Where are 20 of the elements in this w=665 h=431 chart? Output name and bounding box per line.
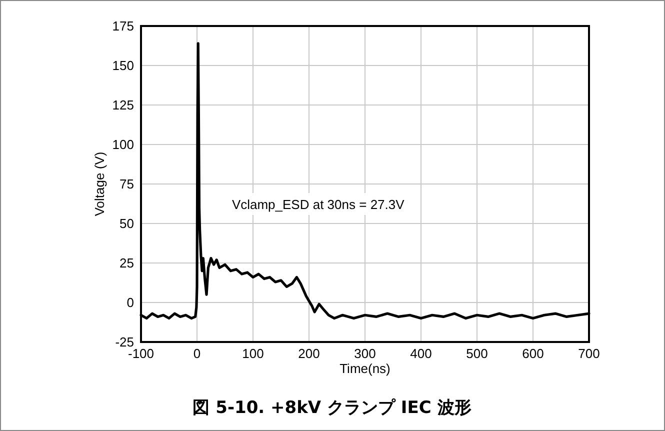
x-tick-label: 500 bbox=[466, 346, 488, 361]
y-axis-title: Voltage (V) bbox=[92, 152, 107, 216]
y-tick-label: 0 bbox=[126, 295, 134, 310]
x-tick-label: 400 bbox=[410, 346, 432, 361]
x-tick-label: 300 bbox=[354, 346, 376, 361]
y-tick-label: 125 bbox=[112, 98, 134, 112]
x-tick-label: 700 bbox=[578, 346, 600, 361]
y-tick-label: 50 bbox=[120, 216, 134, 231]
text: 図 5-10. +8kV クランプ IEC 波形 bbox=[192, 398, 472, 418]
y-tick-label: 100 bbox=[112, 137, 134, 152]
y-tick-label: 150 bbox=[112, 58, 134, 73]
annotation: Vclamp_ESD at 30ns = 27.3V bbox=[232, 197, 405, 212]
x-tick-label: 0 bbox=[193, 346, 201, 361]
x-tick-label: 200 bbox=[298, 346, 320, 361]
x-axis-title: Time(ns) bbox=[340, 361, 390, 376]
y-tick-label: 175 bbox=[112, 18, 134, 34]
x-tick-label: 100 bbox=[242, 346, 264, 361]
y-tick-label: 25 bbox=[120, 256, 134, 270]
x-tick-label: 600 bbox=[522, 346, 544, 361]
y-tick-label: 75 bbox=[120, 176, 134, 192]
